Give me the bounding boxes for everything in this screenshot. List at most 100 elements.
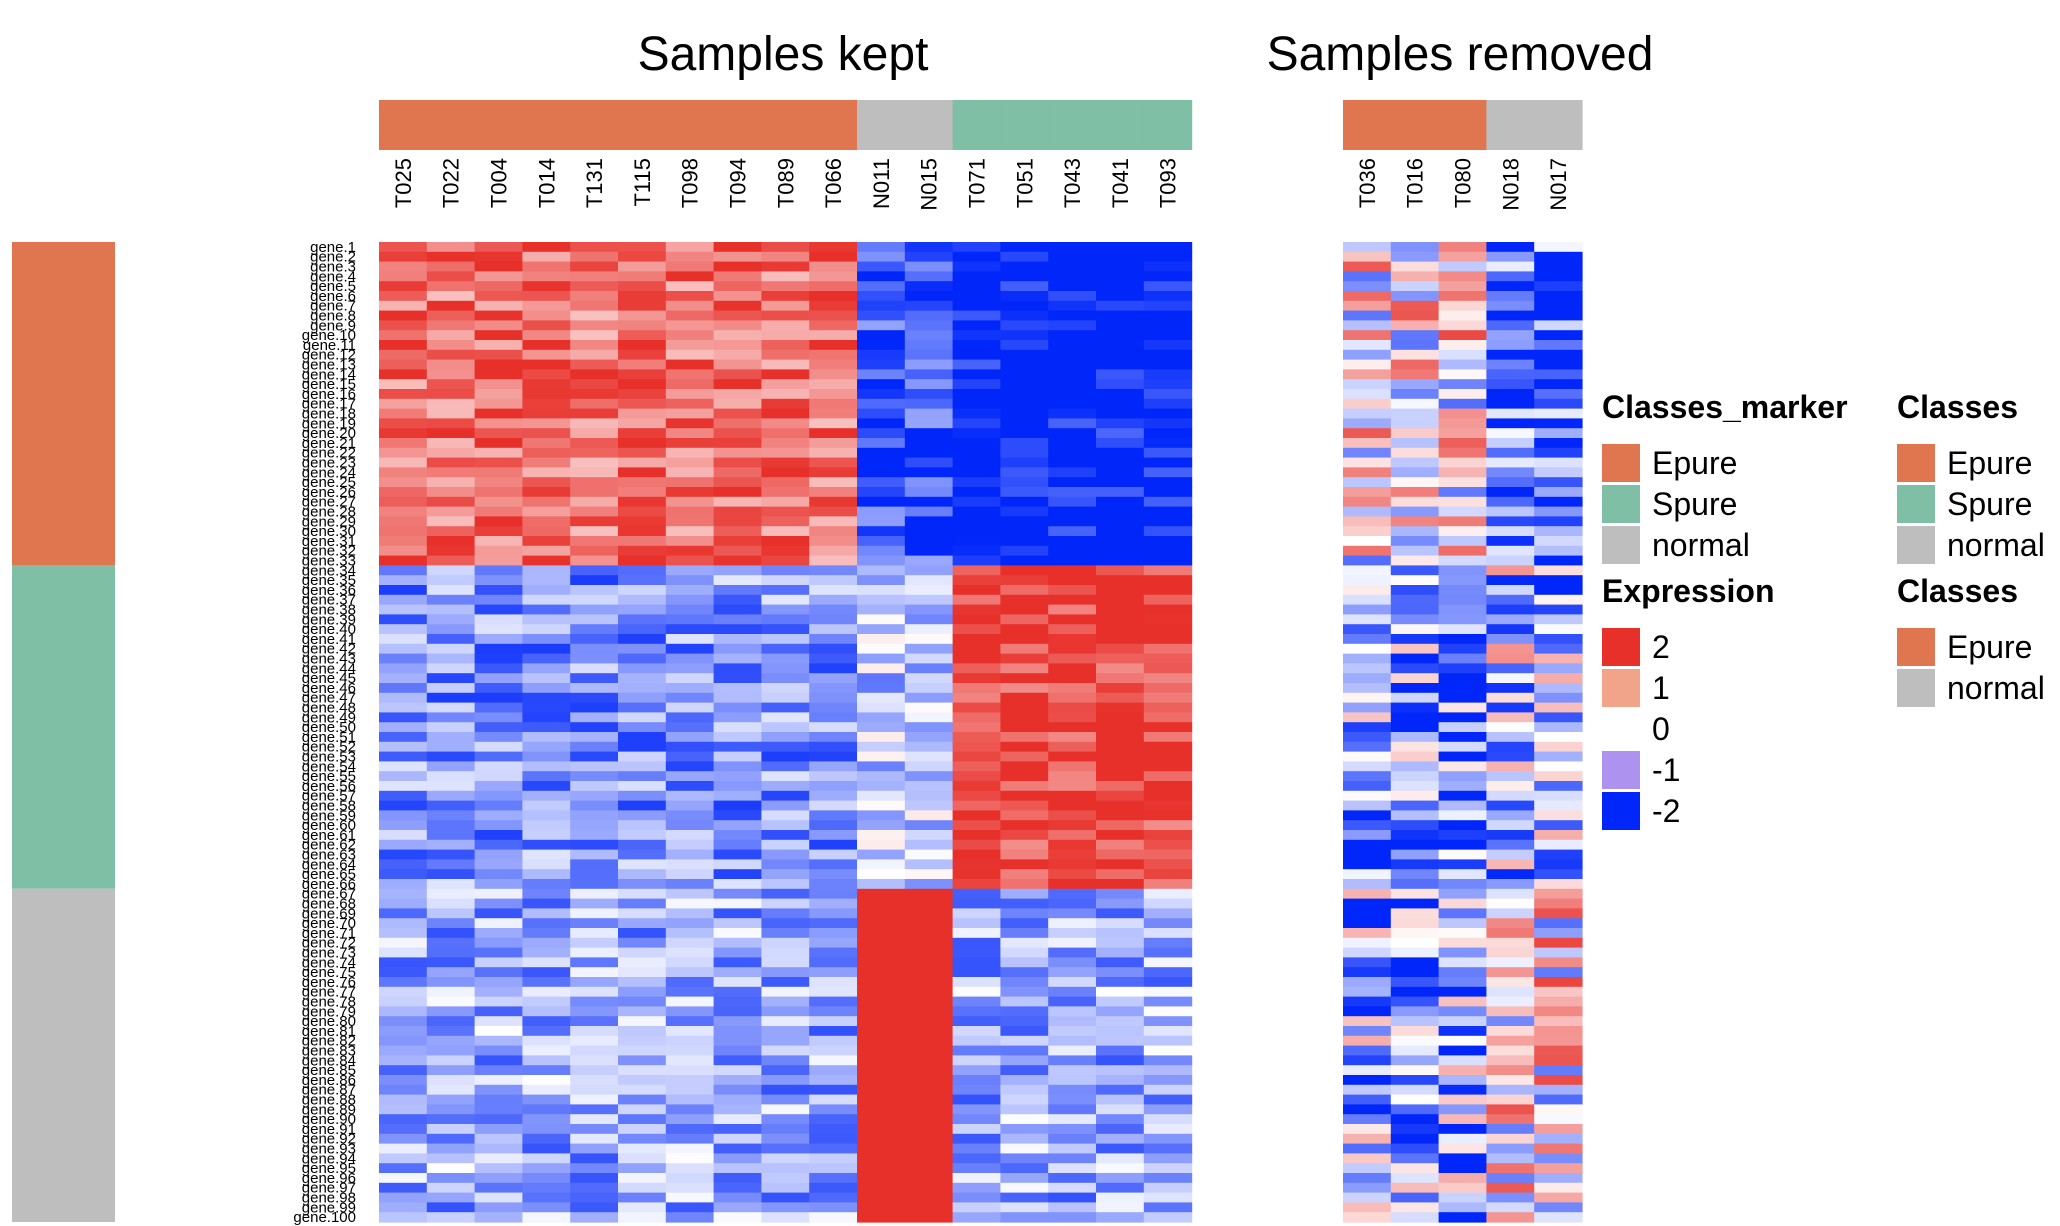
heatmap-panel-kept: T025 T022 T004 T014 T131 T115 T098 T094 T089 T066… (379, 100, 1193, 1223)
heatmap-cell (1486, 1212, 1535, 1223)
heatmap-cell (665, 1104, 715, 1115)
heatmap-cell (1343, 1045, 1392, 1056)
gene-label: gene.100 (293, 1209, 356, 1226)
heatmap-cell (618, 281, 667, 292)
heatmap-cell (618, 506, 667, 517)
heatmap-cell (570, 624, 619, 635)
heatmap-cell (1048, 1094, 1097, 1105)
heatmap-cell (713, 555, 762, 566)
heatmap-cell (570, 1016, 619, 1027)
heatmap-cell (1143, 585, 1193, 596)
heatmap-cell (1390, 986, 1440, 998)
heatmap-cell (713, 1124, 762, 1135)
heatmap-cell (1486, 849, 1535, 860)
heatmap-cell (1143, 937, 1193, 949)
heatmap-cell (426, 516, 476, 527)
heatmap-cell (1390, 977, 1440, 988)
heatmap-cell (1486, 1202, 1535, 1213)
heatmap-cell (474, 1114, 523, 1125)
heatmap-cell (618, 722, 667, 733)
heatmap-cell (570, 634, 619, 645)
heatmap-cell (474, 800, 523, 811)
heatmap-cell (618, 859, 667, 870)
heatmap-cell (665, 1084, 715, 1096)
heatmap-cell (1048, 1035, 1097, 1047)
heatmap-cell (904, 300, 954, 312)
heatmap-cell (1534, 261, 1583, 272)
legend-title: Classes (1897, 573, 2018, 609)
heatmap-cell (904, 369, 954, 380)
heatmap-cell (618, 732, 667, 743)
gene-label: gene.45 (302, 670, 356, 687)
heatmap-cell (761, 702, 810, 713)
heatmap-cell (1390, 251, 1440, 263)
heatmap-cell (379, 712, 428, 723)
heatmap-cell (1534, 967, 1583, 978)
gene-label: gene.67 (302, 886, 356, 903)
heatmap-cell (522, 849, 571, 860)
heatmap-cell (857, 349, 906, 361)
heatmap-cell (379, 732, 428, 743)
heatmap-cell (426, 565, 476, 576)
heatmap-cell (1390, 1114, 1440, 1125)
heatmap-cell (426, 967, 476, 978)
heatmap-cell (426, 242, 476, 253)
heatmap-cell (570, 526, 619, 537)
heatmap-cell (1534, 506, 1583, 517)
heatmap-cell (1048, 790, 1097, 802)
heatmap-cell (1143, 1026, 1193, 1037)
legend-swatch (1897, 669, 1935, 707)
heatmap-cell (713, 634, 762, 645)
heatmap-cell (570, 428, 619, 439)
heatmap-cell (761, 604, 810, 615)
heatmap-cell (1343, 379, 1392, 390)
heatmap-cell (618, 634, 667, 645)
heatmap-cell (1048, 986, 1097, 998)
heatmap-cell (665, 1045, 715, 1056)
heatmap-cell (1048, 937, 1097, 949)
heatmap-cell (904, 683, 954, 694)
heatmap-cell (1390, 614, 1440, 625)
heatmap-cell (474, 1212, 523, 1223)
heatmap-cell (857, 830, 906, 841)
heatmap-cell (1000, 330, 1049, 341)
heatmap-cell (713, 496, 762, 508)
heatmap-cell (570, 496, 619, 508)
heatmap-cell (1143, 967, 1193, 978)
heatmap-cell (761, 741, 810, 753)
heatmap-cell (1000, 908, 1049, 919)
heatmap-cell (809, 271, 858, 282)
heatmap-cell (904, 712, 954, 723)
heatmap-cell (1343, 1182, 1392, 1194)
heatmap-cell (713, 418, 762, 429)
heatmap-cell (1390, 702, 1440, 713)
heatmap-cell (426, 369, 476, 380)
heatmap-cell (1534, 447, 1583, 459)
heatmap-cell (522, 496, 571, 508)
heatmap-cell (761, 585, 810, 596)
gene-label: gene.12 (302, 347, 356, 364)
heatmap-cell (665, 918, 715, 929)
heatmap-cell (665, 438, 715, 449)
heatmap-cell (1048, 908, 1097, 919)
heatmap-cell (1343, 643, 1392, 655)
heatmap-cell (1096, 467, 1145, 478)
heatmap-cell (952, 447, 1001, 459)
heatmap-cell (952, 849, 1001, 860)
legend-swatch (1602, 751, 1640, 789)
heatmap-cell (1048, 487, 1097, 498)
heatmap-cell (1390, 398, 1440, 410)
gene-label: gene.81 (302, 1023, 356, 1040)
heatmap-cell (1096, 408, 1145, 419)
heatmap-cell (1343, 928, 1392, 939)
heatmap-cell (1143, 545, 1193, 557)
heatmap-cell (761, 937, 810, 949)
heatmap-cell (809, 1153, 858, 1164)
heatmap-cell (1143, 898, 1193, 909)
heatmap-cell (522, 859, 571, 870)
heatmap-cell (809, 918, 858, 929)
heatmap-cell (1486, 898, 1535, 909)
heatmap-cell (761, 389, 810, 400)
heatmap-cell (761, 320, 810, 331)
heatmap-cell (904, 869, 954, 880)
